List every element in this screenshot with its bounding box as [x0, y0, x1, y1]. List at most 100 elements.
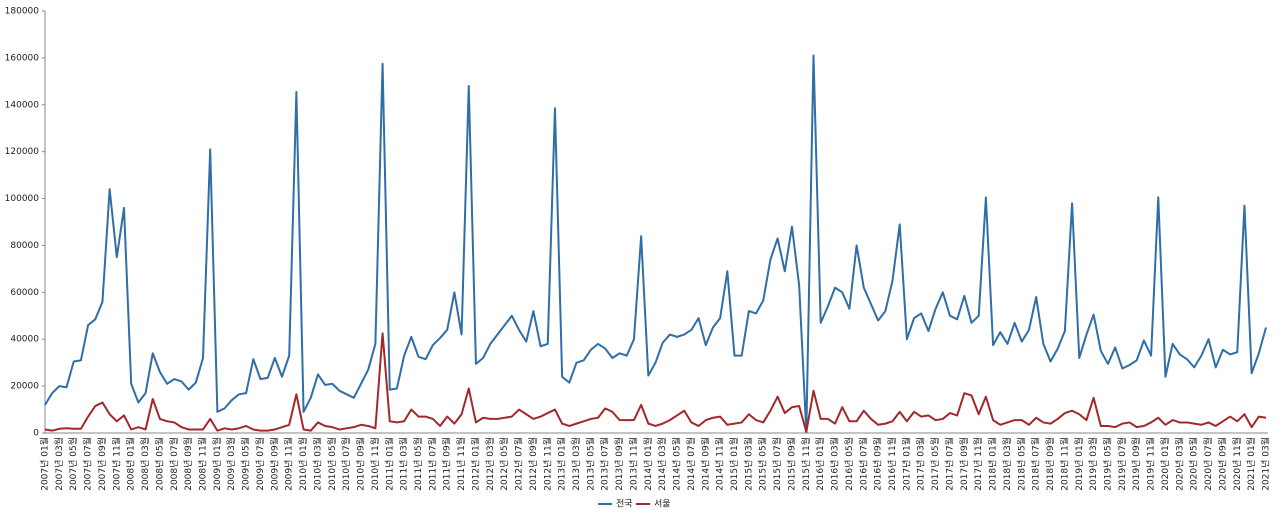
x-tick-label: 2015년 07월 [771, 437, 783, 491]
legend-label: 전국 [616, 499, 633, 510]
x-tick-label: 2010년 11월 [369, 437, 381, 491]
x-tick-label: 2015년 11월 [800, 437, 812, 491]
x-tick-label: 2010년 03월 [311, 437, 323, 491]
x-tick-label: 2012년 01월 [469, 437, 481, 491]
x-tick-label: 2019년 09월 [1130, 437, 1142, 491]
x-tick-label: 2010년 09월 [355, 437, 367, 491]
x-tick-label: 2010년 05월 [326, 437, 338, 491]
y-tick-label: 60000 [10, 288, 39, 298]
x-tick-label: 2014년 07월 [685, 437, 697, 491]
x-tick-label: 2020년 01월 [1159, 437, 1171, 491]
x-tick-label: 2014년 11월 [714, 437, 726, 491]
y-tick-label: 80000 [10, 241, 39, 251]
x-tick-label: 2011년 03월 [398, 437, 410, 491]
legend-label: 서울 [654, 499, 671, 510]
x-tick-label: 2009년 11월 [283, 437, 295, 491]
x-tick-label: 2007년 11월 [110, 437, 122, 491]
x-tick-label: 2013년 09월 [613, 437, 625, 491]
x-tick-label: 2009년 05월 [240, 437, 252, 491]
x-tick-label: 2010년 01월 [297, 437, 309, 491]
x-tick-label: 2013년 03월 [570, 437, 582, 491]
x-tick-label: 2018년 11월 [1058, 437, 1070, 491]
x-tick-label: 2012년 11월 [541, 437, 553, 491]
x-tick-label: 2021년 03월 [1260, 437, 1272, 491]
x-tick-label: 2008년 11월 [197, 437, 209, 491]
x-tick-label: 2008년 03월 [139, 437, 151, 491]
x-tick-label: 2020년 07월 [1202, 437, 1214, 491]
y-tick-label: 100000 [5, 194, 40, 204]
x-tick-label: 2019년 11월 [1145, 437, 1157, 491]
x-tick-label: 2020년 11월 [1231, 437, 1243, 491]
x-tick-label: 2008년 07월 [168, 437, 180, 491]
x-tick-label: 2007년 01월 [39, 437, 51, 491]
x-tick-label: 2011년 01월 [383, 437, 395, 491]
x-tick-label: 2007년 05월 [67, 437, 79, 491]
x-tick-label: 2017년 07월 [943, 437, 955, 491]
y-tick-label: 0 [33, 429, 39, 439]
x-tick-label: 2009년 03월 [225, 437, 237, 491]
x-tick-label: 2014년 05월 [671, 437, 683, 491]
x-tick-label: 2008년 05월 [153, 437, 165, 491]
y-tick-label: 40000 [10, 335, 39, 345]
x-tick-label: 2007년 09월 [96, 437, 108, 491]
x-tick-label: 2011년 07월 [426, 437, 438, 491]
x-tick-label: 2013년 05월 [584, 437, 596, 491]
x-tick-label: 2009년 07월 [254, 437, 266, 491]
x-tick-label: 2014년 03월 [656, 437, 668, 491]
x-tick-label: 2013년 01월 [556, 437, 568, 491]
x-tick-label: 2011년 05월 [412, 437, 424, 491]
x-tick-label: 2019년 05월 [1101, 437, 1113, 491]
x-tick-label: 2015년 01월 [728, 437, 740, 491]
x-tick-label: 2009년 01월 [211, 437, 223, 491]
x-tick-label: 2012년 05월 [498, 437, 510, 491]
x-tick-label: 2010년 07월 [340, 437, 352, 491]
x-tick-label: 2012년 09월 [527, 437, 539, 491]
y-tick-label: 140000 [5, 100, 40, 110]
x-tick-label: 2018년 07월 [1030, 437, 1042, 491]
x-tick-label: 2018년 09월 [1044, 437, 1056, 491]
x-tick-label: 2007년 07월 [82, 437, 94, 491]
x-tick-label: 2016년 11월 [886, 437, 898, 491]
x-tick-label: 2017년 09월 [958, 437, 970, 491]
x-tick-label: 2017년 01월 [900, 437, 912, 491]
x-tick-label: 2020년 03월 [1173, 437, 1185, 491]
x-tick-label: 2012년 07월 [513, 437, 525, 491]
x-tick-label: 2014년 09월 [699, 437, 711, 491]
x-tick-label: 2011년 11월 [455, 437, 467, 491]
x-tick-label: 2013년 11월 [627, 437, 639, 491]
x-tick-label: 2019년 07월 [1116, 437, 1128, 491]
x-tick-label: 2011년 09월 [441, 437, 453, 491]
x-tick-label: 2017년 03월 [915, 437, 927, 491]
x-tick-label: 2016년 03월 [829, 437, 841, 491]
x-tick-label: 2012년 03월 [484, 437, 496, 491]
y-tick-label: 120000 [5, 147, 40, 157]
line [44, 332, 1267, 433]
x-tick-label: 2016년 01월 [814, 437, 826, 491]
x-tick-label: 2015년 05월 [757, 437, 769, 491]
x-tick-label: 2016년 09월 [872, 437, 884, 491]
y-tick-label: 180000 [5, 7, 40, 17]
x-tick-label: 2013년 07월 [599, 437, 611, 491]
x-tick-label: 2008년 09월 [182, 437, 194, 491]
y-tick-label: 20000 [10, 382, 39, 392]
x-tick-label: 2020년 09월 [1216, 437, 1228, 491]
x-tick-label: 2016년 07월 [857, 437, 869, 491]
x-tick-label: 2008년 01월 [125, 437, 137, 491]
x-tick-label: 2018년 01월 [987, 437, 999, 491]
y-tick-label: 160000 [5, 53, 40, 63]
x-tick-label: 2017년 11월 [972, 437, 984, 491]
x-tick-label: 2015년 03월 [742, 437, 754, 491]
x-tick-label: 2018년 03월 [1001, 437, 1013, 491]
x-tick-label: 2009년 09월 [268, 437, 280, 491]
line [44, 54, 1267, 433]
x-tick-label: 2019년 01월 [1073, 437, 1085, 491]
x-tick-label: 2017년 05월 [929, 437, 941, 491]
x-tick-label: 2015년 09월 [785, 437, 797, 491]
x-tick-label: 2016년 05월 [843, 437, 855, 491]
x-tick-label: 2020년 05월 [1188, 437, 1200, 491]
x-tick-label: 2019년 03월 [1087, 437, 1099, 491]
x-tick-label: 2021년 01월 [1245, 437, 1257, 491]
x-tick-label: 2014년 01월 [642, 437, 654, 491]
x-tick-label: 2018년 05월 [1015, 437, 1027, 491]
